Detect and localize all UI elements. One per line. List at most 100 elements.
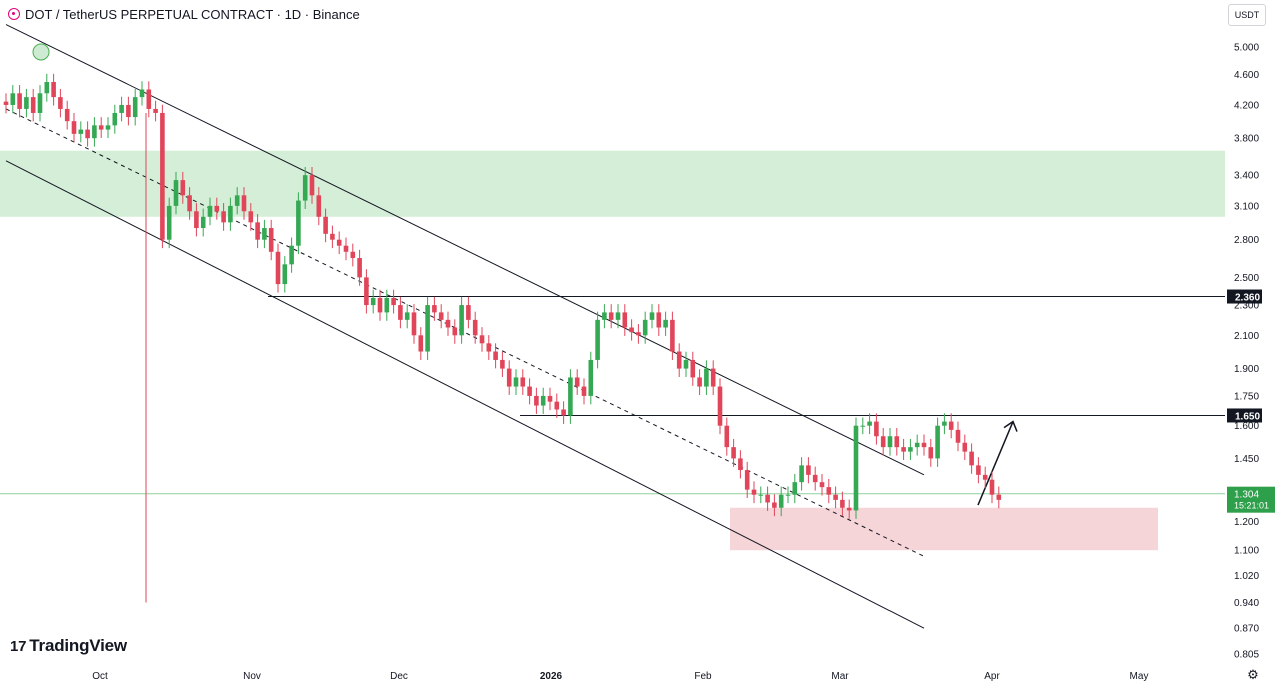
candle <box>799 457 804 491</box>
candle-body <box>64 108 70 122</box>
last-price-tag-bg <box>1227 486 1275 513</box>
candle-body <box>636 332 641 336</box>
candle-body <box>731 447 736 459</box>
candle <box>275 243 281 293</box>
candle <box>812 466 818 491</box>
candle-body <box>316 195 322 217</box>
candle <box>343 237 349 261</box>
candle <box>656 304 662 336</box>
swing-high-marker <box>32 43 50 61</box>
candle-body <box>935 425 940 459</box>
candle-body <box>207 205 213 217</box>
candle-body <box>710 368 716 387</box>
y-tick-label: 3.400 <box>1234 171 1259 182</box>
candle-body <box>500 359 505 369</box>
y-tick-label: 2.500 <box>1234 273 1259 284</box>
candle-body <box>602 312 607 320</box>
candle <box>887 428 893 456</box>
candle-body <box>880 436 886 448</box>
candle-body <box>459 305 464 336</box>
y-tick-label: 1.750 <box>1234 391 1259 402</box>
candle <box>860 417 866 435</box>
candle <box>690 351 696 386</box>
candle <box>724 417 730 456</box>
candle <box>214 197 220 220</box>
candle-body <box>58 97 63 109</box>
candle <box>846 499 852 519</box>
candle <box>676 343 682 377</box>
candle <box>955 421 961 452</box>
candle-body <box>547 395 553 402</box>
currency-button[interactable]: USDT <box>1228 4 1266 26</box>
candle <box>663 311 668 336</box>
candle <box>928 438 934 467</box>
candle-body <box>10 93 16 105</box>
candle <box>309 166 315 204</box>
x-tick-label: Oct <box>92 671 108 682</box>
candle-body <box>840 499 845 508</box>
candle-body <box>574 377 580 387</box>
candle-body <box>214 205 220 212</box>
candle <box>445 311 451 336</box>
candle-body <box>663 319 668 328</box>
candle-body <box>248 211 254 223</box>
candle <box>602 304 607 329</box>
candle-body <box>221 211 226 223</box>
candle-body <box>540 395 546 406</box>
candle-body <box>146 89 152 109</box>
candle-body <box>425 305 430 352</box>
candle-body <box>105 125 111 130</box>
candle <box>996 486 1002 509</box>
candle <box>989 471 995 504</box>
settings-gear-icon[interactable]: ⚙ <box>1247 667 1259 682</box>
candle-body <box>812 474 818 483</box>
candle <box>540 387 546 414</box>
candle <box>969 443 974 474</box>
candle-body <box>160 112 165 240</box>
candle <box>153 100 158 122</box>
candle <box>438 304 444 329</box>
candle-body <box>717 386 723 426</box>
y-tick-label: 3.800 <box>1234 134 1259 145</box>
tradingview-logo[interactable]: 17 TradingView <box>10 636 127 656</box>
x-tick-label: Feb <box>694 671 712 682</box>
channel-middle-line <box>5 108 925 557</box>
candle <box>241 187 247 220</box>
candle-body <box>799 465 804 483</box>
candle <box>377 289 383 321</box>
channel-lower-line <box>5 160 925 629</box>
candle-body <box>173 180 179 206</box>
candle-body <box>78 129 84 134</box>
candle-body <box>126 104 131 118</box>
y-tick-label: 5.000 <box>1234 43 1259 54</box>
candle <box>404 304 410 329</box>
candle <box>472 311 478 344</box>
candle-body <box>112 112 118 126</box>
price-axis[interactable]: 5.000 4.600 4.200 3.800 3.400 3.100 2.800 2.500… <box>1234 43 1259 661</box>
candle <box>486 335 492 360</box>
candle <box>466 296 471 329</box>
candle <box>568 369 573 424</box>
candle-body <box>479 335 485 344</box>
y-tick-label: 4.200 <box>1234 100 1259 111</box>
candle-body <box>690 359 696 378</box>
candle <box>758 486 764 504</box>
candle <box>534 387 539 414</box>
level-tag-label: 1.650 <box>1235 411 1260 422</box>
candle-body <box>887 436 893 448</box>
candle-body <box>17 93 22 109</box>
candle-body <box>323 216 328 234</box>
candle <box>772 494 777 517</box>
candle-body <box>228 205 233 223</box>
candle-body <box>778 494 784 508</box>
candle <box>255 214 260 249</box>
candle <box>336 231 342 255</box>
candle <box>506 360 512 395</box>
symbol-header[interactable]: DOT / TetherUS PERPETUAL CONTRACT · 1D ·… <box>8 5 360 23</box>
level-tag-bg <box>1227 289 1262 304</box>
time-axis[interactable]: Oct Nov Dec 2026 Feb Mar Apr May <box>92 671 1148 682</box>
candle <box>493 343 498 369</box>
candle <box>139 81 145 106</box>
